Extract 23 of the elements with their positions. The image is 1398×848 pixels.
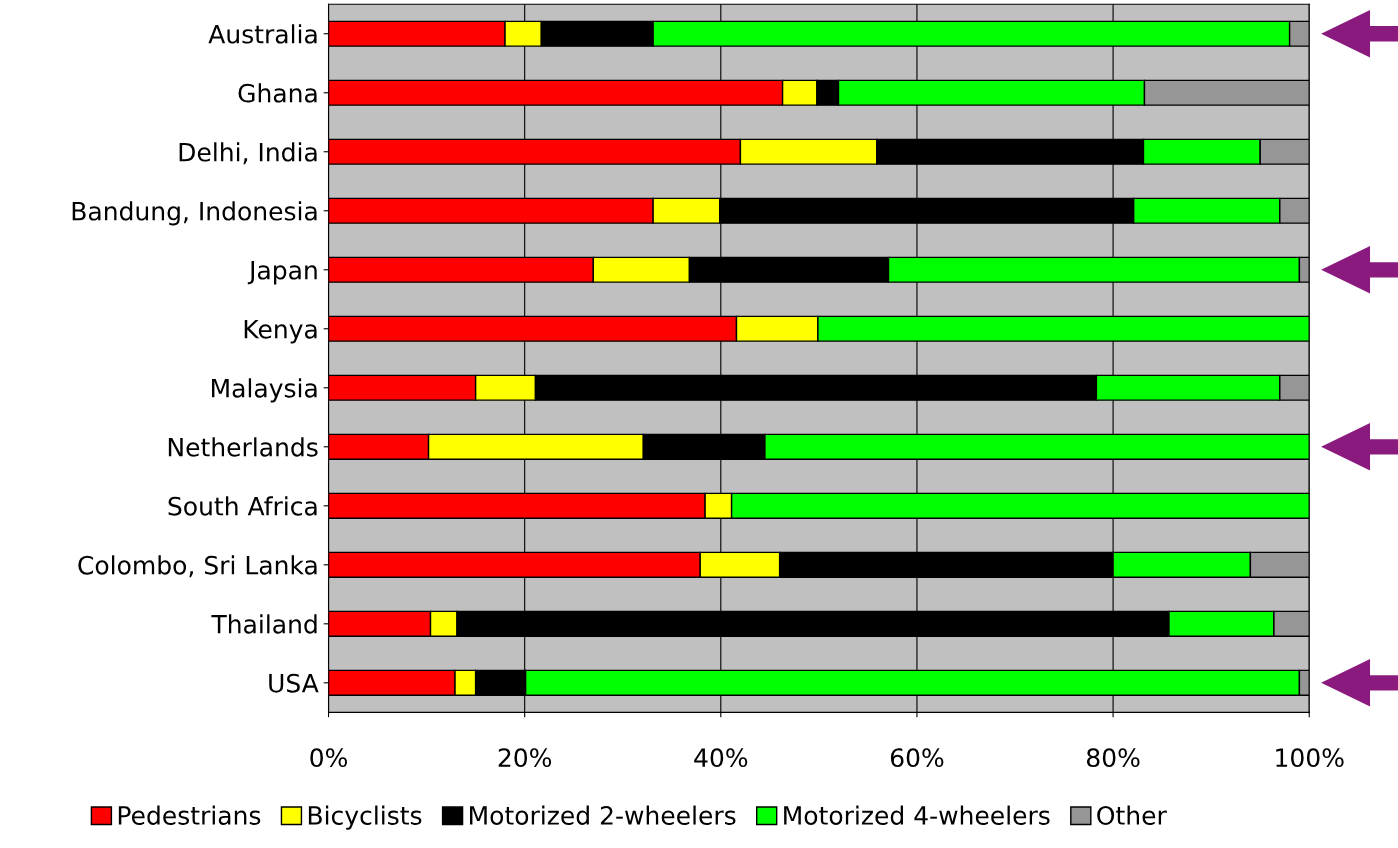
y-tick-label: Kenya: [244, 320, 317, 344]
x-tick-label: 40%: [694, 748, 748, 768]
y-tick-label: Colombo, Sri Lanka: [78, 555, 317, 578]
legend-label: Other: [1097, 805, 1167, 825]
legend-label: Bicyclists: [308, 805, 422, 830]
x-tick-label: 80%: [1087, 748, 1140, 768]
legend-label: Pedestrians: [118, 805, 261, 825]
y-tick-label: Ghana: [238, 83, 317, 103]
legend-label: Motorized 4-wheelers: [784, 805, 1050, 825]
legend-label: Motorized 2-wheelers: [470, 805, 736, 825]
y-tick-label: Australia: [208, 24, 317, 44]
y-tick-label: Delhi, India: [179, 142, 317, 165]
y-tick-label: Thailand: [211, 614, 317, 634]
x-tick-label: 0%: [310, 748, 347, 768]
x-tick-label: 100%: [1276, 748, 1344, 768]
y-tick-label: Malaysia: [212, 378, 317, 403]
y-tick-label: USA: [269, 673, 319, 693]
y-tick-label: Netherlands: [168, 437, 318, 457]
x-tick-label: 20%: [498, 748, 552, 768]
y-tick-label: Bandung, Indonesia: [72, 201, 317, 226]
x-tick-label: 60%: [890, 748, 944, 768]
y-tick-label: Japan: [247, 261, 317, 285]
y-tick-label: South Africa: [168, 496, 317, 516]
